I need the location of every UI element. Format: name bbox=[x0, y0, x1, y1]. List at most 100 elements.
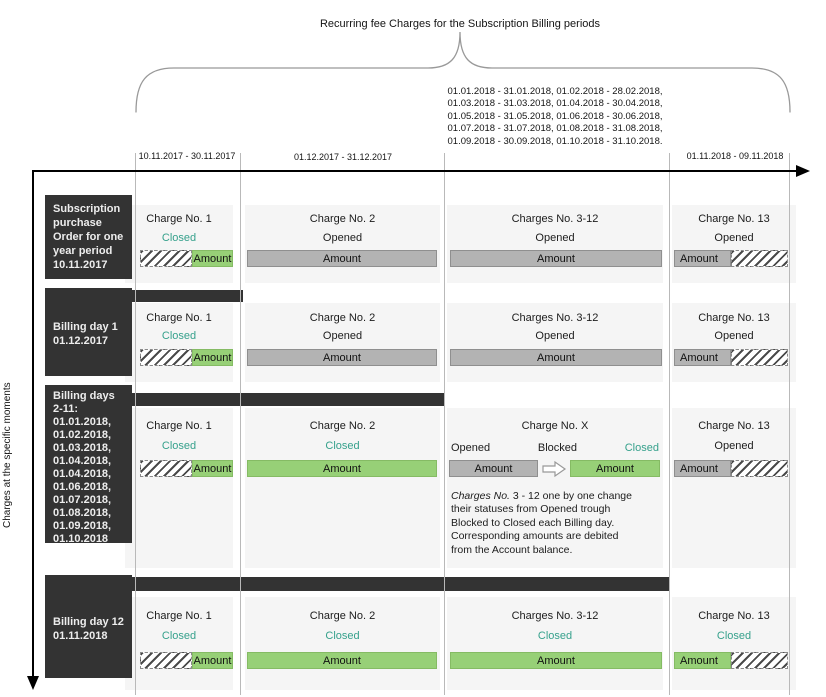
column-line bbox=[444, 153, 445, 695]
elapsed-period-strip bbox=[132, 393, 445, 406]
charge-cell: Charge No. 1 Closed Amount bbox=[125, 408, 233, 568]
status-closed: Closed bbox=[624, 442, 659, 454]
amount-bar: Amount bbox=[247, 652, 437, 669]
column-line bbox=[669, 153, 670, 695]
hatched-segment bbox=[731, 250, 788, 267]
charge-title: Charge No. 1 bbox=[146, 610, 212, 622]
y-axis-label: Charges at the specific moments bbox=[2, 382, 13, 528]
charge-cell-transition: Charge No. X Opened Blocked Closed Amoun… bbox=[447, 408, 663, 568]
status-blocked: Blocked bbox=[537, 442, 578, 454]
amount-transition-row: Amount Amount bbox=[449, 460, 660, 477]
diagram-title: Recurring fee Charges for the Subscripti… bbox=[319, 18, 601, 30]
charge-cell: Charge No. 2 Opened Amount bbox=[245, 205, 440, 283]
charge-title: Charge No. 1 bbox=[146, 312, 212, 324]
amount-bar: Amount bbox=[674, 460, 788, 477]
hatched-segment bbox=[140, 349, 192, 366]
hatched-segment bbox=[140, 250, 192, 267]
amount-bar: Amount bbox=[140, 460, 233, 477]
hatched-segment bbox=[731, 460, 788, 477]
amount-segment: Amount bbox=[674, 250, 731, 267]
x-axis-arrowhead-icon bbox=[796, 165, 810, 177]
charge-cell: Charge No. 13 Opened Amount bbox=[672, 205, 796, 283]
charge-cell: Charge No. 1 Closed Amount bbox=[125, 597, 233, 690]
amount-bar: Amount bbox=[450, 250, 662, 267]
column-line bbox=[240, 153, 241, 695]
charge-title: Charges No. 3-12 bbox=[511, 213, 599, 225]
x-tick-label-period-3: 01.11.2018 - 09.11.2018 bbox=[686, 151, 784, 161]
charge-cell: Charges No. 3-12 Opened Amount bbox=[447, 205, 663, 283]
charge-cell: Charge No. 13 Opened Amount bbox=[672, 408, 796, 568]
amount-bar: Amount bbox=[450, 652, 662, 669]
amount-bar: Amount bbox=[674, 250, 788, 267]
charge-status: Opened bbox=[535, 330, 575, 342]
charge-title: Charge No. 2 bbox=[309, 312, 376, 324]
charge-title: Charge No. 2 bbox=[309, 420, 376, 432]
charge-cell: Charges No. 3-12 Closed Amount bbox=[447, 597, 663, 690]
charge-status: Opened bbox=[322, 330, 363, 342]
row-label-billing-days-2-11: Billing days 2-11: 01.01.2018, 01.02.201… bbox=[45, 385, 132, 545]
amount-segment: Amount bbox=[192, 652, 233, 669]
billing-periods-line: 01.09.2018 - 30.09.2018, 01.10.2018 - 31… bbox=[447, 135, 663, 147]
note-line: their statuses from Opened trough bbox=[451, 503, 611, 516]
charge-title: Charge No. 13 bbox=[698, 312, 770, 324]
charge-status: Closed bbox=[537, 630, 573, 642]
charge-status: Opened bbox=[714, 330, 754, 342]
note-line: Charges No. 3 - 12 one by one change bbox=[451, 490, 632, 502]
charge-status: Closed bbox=[325, 630, 360, 642]
amount-bar: Amount bbox=[140, 652, 233, 669]
x-axis-line bbox=[33, 170, 797, 172]
transition-arrow-icon bbox=[542, 460, 567, 477]
amount-segment: Amount bbox=[450, 349, 662, 366]
billing-periods-list: 01.01.2018 - 31.01.2018, 01.02.2018 - 28… bbox=[440, 86, 670, 148]
billing-periods-line: 01.07.2018 - 31.07.2018, 01.08.2018 - 31… bbox=[447, 123, 663, 135]
amount-bar: Amount bbox=[674, 652, 788, 669]
amount-segment: Amount bbox=[247, 349, 437, 366]
amount-bar: Amount bbox=[247, 349, 437, 366]
charge-status: Opened bbox=[535, 232, 575, 244]
charge-status: Closed bbox=[161, 630, 197, 642]
billing-periods-line: 01.03.2018 - 31.03.2018, 01.04.2018 - 30… bbox=[447, 98, 663, 110]
status-opened: Opened bbox=[451, 442, 491, 454]
amount-bar: Amount bbox=[140, 250, 233, 267]
charge-title: Charge No. 2 bbox=[309, 610, 376, 622]
amount-bar: Amount bbox=[247, 460, 437, 477]
transition-note: Charges No. 3 - 12 one by one change the… bbox=[451, 490, 663, 557]
charge-title: Charges No. 3-12 bbox=[511, 610, 599, 622]
hatched-segment bbox=[731, 349, 788, 366]
charge-cell: Charge No. 1 Closed Amount bbox=[125, 303, 233, 382]
column-line bbox=[135, 153, 136, 695]
status-transition-row: Opened Blocked Closed bbox=[451, 442, 659, 454]
charge-status: Opened bbox=[322, 232, 363, 244]
note-line: Corresponding amounts are debited bbox=[451, 530, 619, 543]
billing-periods-line: 01.01.2018 - 31.01.2018, 01.02.2018 - 28… bbox=[447, 86, 663, 97]
charge-cell: Charges No. 3-12 Opened Amount bbox=[447, 303, 663, 382]
charge-cell: Charge No. 2 Opened Amount bbox=[245, 303, 440, 382]
charge-title: Charge No. 1 bbox=[146, 420, 212, 432]
note-italic-prefix: Charges No. bbox=[451, 490, 510, 502]
charge-status: Closed bbox=[161, 232, 197, 244]
hatched-segment bbox=[140, 460, 192, 477]
amount-bar: Amount bbox=[450, 349, 662, 366]
amount-segment: Amount bbox=[674, 460, 731, 477]
hatched-segment bbox=[140, 652, 192, 669]
charge-title: Charge No. 1 bbox=[146, 213, 212, 225]
charge-title: Charge No. 13 bbox=[698, 213, 770, 225]
amount-segment: Amount bbox=[247, 460, 437, 477]
amount-bar: Amount bbox=[674, 349, 788, 366]
x-tick-label-period-2: 01.12.2017 - 31.12.2017 bbox=[293, 152, 393, 162]
y-axis-arrowhead-icon bbox=[27, 676, 39, 690]
curly-brace bbox=[135, 31, 791, 113]
charge-cell: Charge No. 13 Opened Amount bbox=[672, 303, 796, 382]
elapsed-period-strip bbox=[132, 577, 670, 591]
x-tick-label-period-1: 10.11.2017 - 30.11.2017 bbox=[138, 151, 236, 161]
billing-periods-line: 01.05.2018 - 31.05.2018, 01.06.2018 - 30… bbox=[447, 110, 663, 122]
charge-status: Opened bbox=[714, 440, 754, 452]
note-line: Blocked to Closed each Billing day. bbox=[451, 516, 615, 529]
amount-segment: Amount bbox=[570, 460, 660, 477]
charge-title: Charges No. 3-12 bbox=[511, 312, 599, 324]
column-line bbox=[789, 153, 790, 695]
row-label-subscription-purchase: Subscription purchase Order for one year… bbox=[45, 195, 132, 279]
amount-segment: Amount bbox=[192, 250, 233, 267]
y-axis-line bbox=[32, 170, 34, 678]
